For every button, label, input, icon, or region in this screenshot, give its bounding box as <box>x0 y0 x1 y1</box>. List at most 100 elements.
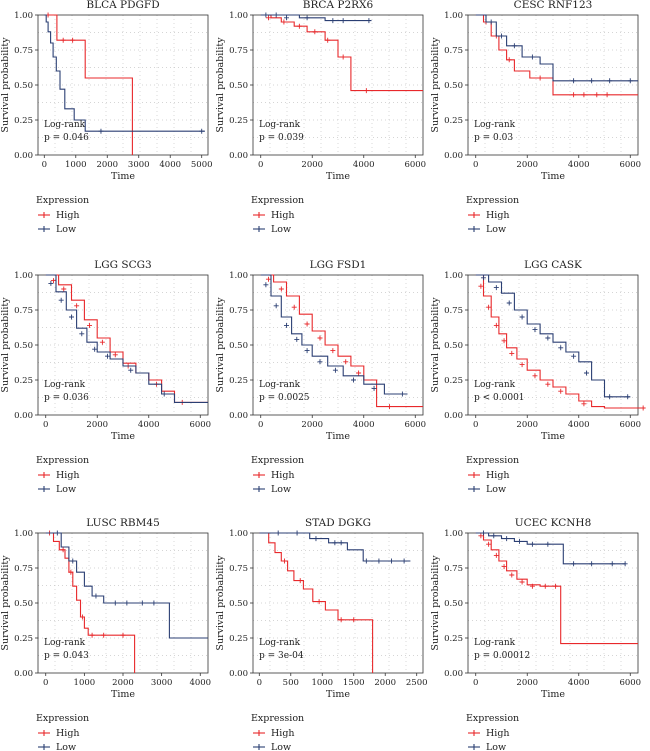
y-tick-label: 0.25 <box>14 376 33 386</box>
x-tick-label: 1000 <box>311 678 333 688</box>
panel-title: LGG SCG3 <box>94 259 151 271</box>
censor-mark-low <box>583 370 589 376</box>
km-panel: LGG FSD1 0.00 0.25 0.50 0.75 1.00 0 2000 4000 600… <box>215 259 426 495</box>
legend: Expression High Low <box>466 195 519 235</box>
x-tick-label: 0 <box>43 420 48 430</box>
censor-mark-high <box>278 286 284 292</box>
censor-mark-high <box>281 558 287 564</box>
y-tick-label: 0.50 <box>444 599 463 609</box>
legend: Expression High Low <box>251 713 304 751</box>
y-tick-label: 1.00 <box>14 529 33 539</box>
censor-mark-high <box>640 405 646 411</box>
censor-mark-high <box>340 54 346 60</box>
censor-mark-low <box>627 78 633 84</box>
p-value-label: p = 0.0025 <box>259 393 310 403</box>
x-tick-label: 4000 <box>568 160 590 170</box>
p-value-label: p = 0.043 <box>44 651 89 661</box>
censor-mark-high <box>493 322 499 328</box>
y-tick-label: 0.00 <box>14 411 33 421</box>
y-axis-label: Survival probability <box>0 37 11 133</box>
legend-label-high: High <box>271 470 295 481</box>
censor-mark-high <box>558 388 564 394</box>
y-tick-label: 0.00 <box>444 669 463 679</box>
censor-mark-low <box>68 314 74 320</box>
logrank-label: Log-rank <box>259 638 301 648</box>
y-tick-label: 0.50 <box>14 599 33 609</box>
x-tick-label: 2000 <box>112 678 134 688</box>
km-panel: STAD DGKG 0.00 0.25 0.50 0.75 1.00 0 500 1000 150… <box>215 517 428 751</box>
x-tick-label: 1000 <box>74 678 96 688</box>
legend-label-high: High <box>56 728 80 739</box>
km-curve-high <box>260 14 423 92</box>
censor-mark-low <box>389 558 395 564</box>
censor-mark-low <box>161 391 167 397</box>
km-curve-low <box>259 532 411 562</box>
censor-mark-low <box>304 15 310 21</box>
x-tick-label: 4000 <box>189 678 211 688</box>
x-tick-label: 4000 <box>353 160 375 170</box>
km-panel: UCEC KCNH8 0.00 0.25 0.50 0.75 1.00 0 2000 4000 6… <box>430 517 641 751</box>
y-tick-label: 1.00 <box>14 11 33 21</box>
legend: Expression High Low <box>466 713 519 751</box>
censor-mark-low <box>48 280 54 286</box>
x-tick-label: 0 <box>43 678 48 688</box>
x-tick-label: 0 <box>257 678 262 688</box>
x-tick-label: 2000 <box>86 420 108 430</box>
x-tick-label: 6000 <box>619 160 641 170</box>
x-tick-label: 6000 <box>619 420 641 430</box>
censor-mark-low <box>54 530 60 536</box>
censor-mark-low <box>480 275 486 281</box>
censor-mark-high <box>509 350 515 356</box>
censor-mark-high <box>542 583 548 589</box>
censor-mark-high <box>509 572 515 578</box>
y-tick-label: 0.75 <box>14 306 33 316</box>
y-tick-label: 1.00 <box>229 529 248 539</box>
legend: Expression High Low <box>36 713 89 751</box>
panel-title: UCEC KCNH8 <box>515 517 592 529</box>
x-tick-label: 2500 <box>406 678 428 688</box>
censor-mark-low <box>330 18 336 24</box>
censor-mark-low <box>313 536 319 542</box>
x-tick-label: 0 <box>473 678 478 688</box>
censor-mark-high <box>478 283 484 289</box>
censor-mark-low <box>607 394 613 400</box>
censor-mark-low <box>58 297 64 303</box>
km-panel: LUSC RBM45 0.00 0.25 0.50 0.75 1.00 0 1000 2000 3… <box>0 517 211 751</box>
censor-mark-high <box>50 278 56 284</box>
legend-title: Expression <box>466 455 519 466</box>
censor-mark-high <box>330 348 336 354</box>
legend-title: Expression <box>251 195 304 206</box>
x-axis-label: Time <box>326 689 350 700</box>
censor-mark-low <box>622 561 628 567</box>
x-tick-label: 3000 <box>128 160 150 170</box>
y-tick-label: 0.50 <box>229 599 248 609</box>
censor-mark-low <box>366 18 372 24</box>
censor-mark-high <box>297 578 303 584</box>
censor-mark-low <box>625 394 631 400</box>
censor-mark-high <box>486 304 492 310</box>
censor-mark-high <box>281 19 287 25</box>
x-axis-label: Time <box>111 431 135 442</box>
censor-mark-high <box>338 617 344 623</box>
censor-mark-low <box>589 561 595 567</box>
censor-mark-low <box>529 541 535 547</box>
censor-mark-low <box>70 558 76 564</box>
x-axis-label: Time <box>326 431 350 442</box>
legend-label-low: Low <box>271 224 291 235</box>
km-curve-high <box>475 14 638 96</box>
p-value-label: p = 0.00012 <box>474 651 530 661</box>
y-tick-label: 0.25 <box>229 116 248 126</box>
censor-mark-high <box>594 92 600 98</box>
censor-mark-low <box>491 533 497 539</box>
y-tick-label: 0.50 <box>229 81 248 91</box>
censor-mark-low <box>98 128 104 134</box>
censor-mark-high <box>343 359 349 365</box>
censor-mark-low <box>275 530 281 536</box>
censor-mark-low <box>589 78 595 84</box>
legend-title: Expression <box>251 713 304 724</box>
censor-mark-low <box>571 78 577 84</box>
censor-mark-low <box>199 128 205 134</box>
y-tick-label: 0.50 <box>14 341 33 351</box>
censor-mark-high <box>571 92 577 98</box>
